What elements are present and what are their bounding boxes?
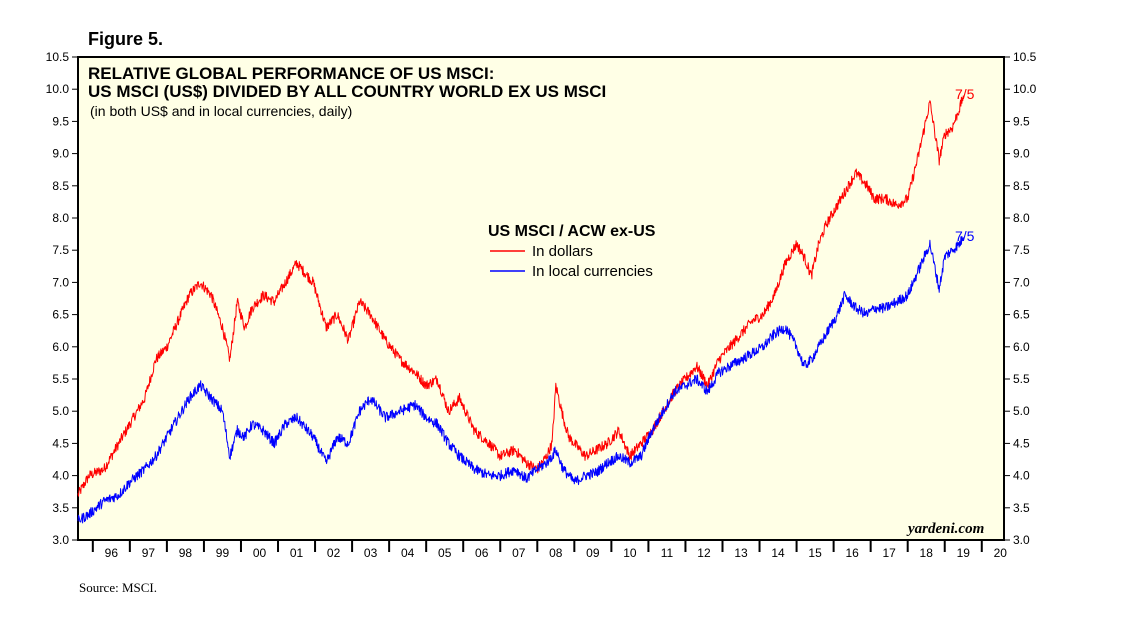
x-tick-label: 99 <box>216 546 230 560</box>
legend-label-dollars: In dollars <box>532 243 593 260</box>
y-tick-label-left: 7.5 <box>52 243 69 257</box>
y-tick-label-left: 10.0 <box>46 82 70 96</box>
y-tick-label-left: 9.0 <box>52 147 69 161</box>
x-tick-label: 20 <box>994 546 1008 560</box>
y-tick-label-left: 3.0 <box>52 533 69 547</box>
y-tick-label-right: 7.5 <box>1013 243 1030 257</box>
x-tick-label: 07 <box>512 546 526 560</box>
axes: 3.0 3.0 3.5 3.5 4.0 4.0 4.5 4.5 5.0 5.0 5.5 5.5 6.0 6… <box>46 50 1037 560</box>
y-tick-label-left: 4.0 <box>52 469 69 483</box>
x-tick-label: 15 <box>808 546 822 560</box>
x-tick-label: 98 <box>179 546 193 560</box>
y-tick-label-right: 8.0 <box>1013 211 1030 225</box>
source-note: Source: MSCI. <box>79 580 157 595</box>
y-tick-label-right: 9.0 <box>1013 147 1030 161</box>
x-tick-label: 97 <box>142 546 156 560</box>
x-tick-label: 05 <box>438 546 452 560</box>
y-tick-label-right: 9.5 <box>1013 114 1030 128</box>
watermark: yardeni.com <box>906 521 984 537</box>
x-tick-label: 00 <box>253 546 267 560</box>
x-tick-label: 18 <box>920 546 934 560</box>
x-tick-label: 14 <box>771 546 785 560</box>
y-tick-label-left: 6.5 <box>52 308 69 322</box>
x-tick-label: 17 <box>882 546 896 560</box>
x-tick-label: 08 <box>549 546 563 560</box>
legend-label-local: In local currencies <box>532 263 653 280</box>
x-tick-label: 06 <box>475 546 489 560</box>
x-tick-label: 04 <box>401 546 415 560</box>
y-tick-label-right: 5.0 <box>1013 404 1030 418</box>
y-tick-label-right: 8.5 <box>1013 179 1030 193</box>
y-tick-label-right: 4.0 <box>1013 469 1030 483</box>
y-tick-label-left: 7.0 <box>52 275 69 289</box>
y-tick-label-left: 5.0 <box>52 404 69 418</box>
y-tick-label-right: 6.0 <box>1013 340 1030 354</box>
y-tick-label-left: 8.0 <box>52 211 69 225</box>
y-tick-label-right: 7.0 <box>1013 275 1030 289</box>
y-tick-label-left: 6.0 <box>52 340 69 354</box>
x-tick-label: 13 <box>734 546 748 560</box>
y-tick-label-left: 10.5 <box>46 50 70 64</box>
y-tick-label-left: 4.5 <box>52 436 69 450</box>
y-tick-label-left: 8.5 <box>52 179 69 193</box>
x-tick-label: 16 <box>845 546 859 560</box>
y-tick-label-left: 5.5 <box>52 372 69 386</box>
x-tick-label: 19 <box>957 546 971 560</box>
y-tick-label-right: 5.5 <box>1013 372 1030 386</box>
y-tick-label-right: 10.5 <box>1013 50 1037 64</box>
x-tick-label: 12 <box>697 546 711 560</box>
chart-title-line1: RELATIVE GLOBAL PERFORMANCE OF US MSCI: <box>88 64 494 83</box>
x-tick-label: 03 <box>364 546 378 560</box>
y-tick-label-right: 3.5 <box>1013 501 1030 515</box>
chart-title-line2: US MSCI (US$) DIVIDED BY ALL COUNTRY WOR… <box>88 82 606 101</box>
y-tick-label-right: 3.0 <box>1013 533 1030 547</box>
y-tick-label-right: 10.0 <box>1013 82 1037 96</box>
x-tick-label: 96 <box>105 546 119 560</box>
x-tick-label: 09 <box>586 546 600 560</box>
x-tick-label: 11 <box>661 546 674 560</box>
y-tick-label-left: 9.5 <box>52 114 69 128</box>
end-label-local: 7/5 <box>955 228 975 244</box>
legend-title: US MSCI / ACW ex-US <box>488 223 656 240</box>
end-label-dollars: 7/5 <box>955 86 975 102</box>
y-tick-label-right: 4.5 <box>1013 436 1030 450</box>
y-tick-label-left: 3.5 <box>52 501 69 515</box>
figure-label: Figure 5. <box>88 29 164 49</box>
series-line-local-currencies <box>77 236 964 524</box>
series-layer <box>77 95 964 524</box>
series-line-dollars <box>77 95 964 497</box>
x-tick-label: 02 <box>327 546 341 560</box>
legend: US MSCI / ACW ex-US In dollars In local … <box>488 223 656 280</box>
x-tick-label: 10 <box>623 546 637 560</box>
x-tick-label: 01 <box>290 546 304 560</box>
chart-subtitle: (in both US$ and in local currencies, da… <box>90 103 352 119</box>
y-tick-label-right: 6.5 <box>1013 308 1030 322</box>
